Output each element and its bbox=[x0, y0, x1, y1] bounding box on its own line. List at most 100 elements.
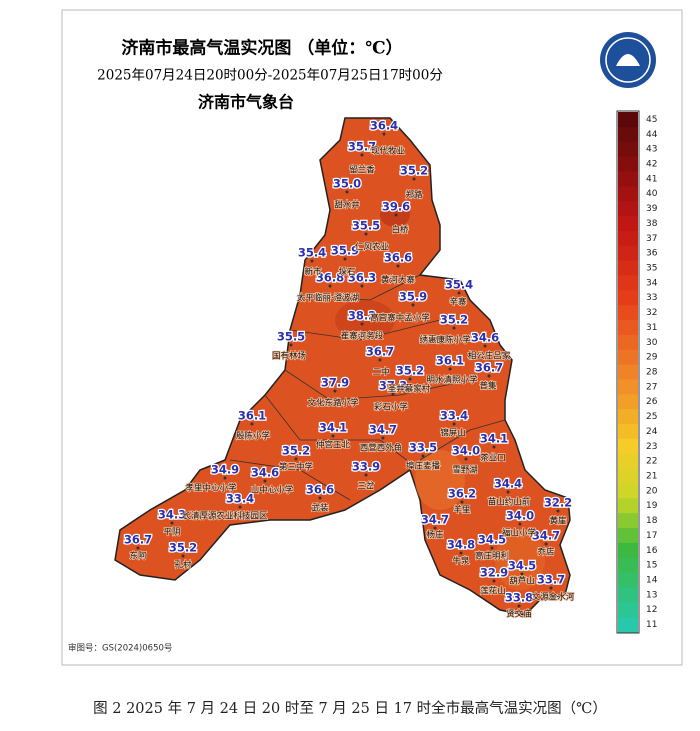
station-dot bbox=[391, 392, 395, 396]
legend-cell bbox=[618, 245, 638, 262]
temperature-label: 32.9 bbox=[480, 566, 508, 580]
legend-cell bbox=[618, 201, 638, 217]
legend-tick-label: 24 bbox=[646, 427, 658, 437]
legend-cell bbox=[618, 438, 638, 455]
place-label: 文化东路小学 bbox=[307, 398, 359, 409]
temperature-label: 34.6 bbox=[251, 466, 279, 480]
temperature-label: 34.4 bbox=[494, 477, 522, 491]
place-label: 高庄明利 bbox=[475, 551, 509, 562]
legend-cell bbox=[618, 260, 638, 276]
temperature-label: 33.4 bbox=[226, 492, 254, 506]
station-dot bbox=[549, 586, 553, 590]
place-label: 辛寨 bbox=[449, 297, 467, 308]
temperature-label: 36.3 bbox=[348, 271, 376, 285]
station-dot bbox=[328, 284, 332, 288]
temperature-label: 35.2 bbox=[440, 313, 468, 327]
temperature-label: 34.5 bbox=[508, 559, 536, 573]
place-label: 福山小学 bbox=[502, 528, 537, 539]
legend-cell bbox=[618, 305, 638, 321]
station-dot bbox=[382, 132, 386, 136]
station-dot bbox=[223, 476, 227, 480]
place-label: 彩石小学 bbox=[374, 402, 409, 413]
place-label: 黄崖 bbox=[549, 516, 567, 527]
place-label: 茶业口 bbox=[480, 453, 506, 464]
station-dot bbox=[448, 367, 452, 371]
legend-cell bbox=[618, 572, 638, 588]
legend-cell bbox=[618, 468, 638, 484]
place-label: 第三中学 bbox=[279, 462, 314, 473]
station-dot bbox=[394, 213, 398, 217]
legend-tick-label: 18 bbox=[646, 516, 658, 526]
station-dot bbox=[238, 505, 242, 509]
legend-tick-label: 16 bbox=[646, 546, 658, 556]
station-dot bbox=[289, 343, 293, 347]
place-label: 羊里 bbox=[453, 505, 471, 516]
station-dot bbox=[263, 479, 267, 483]
place-label: 雪野湖 bbox=[452, 466, 478, 476]
legend-border bbox=[616, 110, 640, 634]
legend-tick-label: 17 bbox=[646, 531, 657, 541]
legend-cell bbox=[618, 528, 638, 544]
legend-cell bbox=[618, 557, 638, 574]
place-label: 白桥 bbox=[391, 225, 409, 236]
temperature-label: 36.1 bbox=[238, 409, 266, 423]
place-label: 贤文庙 bbox=[506, 609, 532, 620]
color-legend: 45 44 43 42 41 40 39 38 37 36 35 34 33 32 31 30 29 28 27 26… bbox=[616, 110, 658, 634]
station-dot bbox=[464, 457, 468, 461]
legend-tick-label: 43 bbox=[646, 145, 657, 155]
map-subtitle: 2025年07月24日20时00分-2025年07月25日17时00分 bbox=[97, 68, 443, 84]
station-dot bbox=[412, 177, 416, 181]
station-dot bbox=[408, 377, 412, 381]
station-dot bbox=[520, 572, 524, 576]
place-label: 西营西外角 bbox=[360, 443, 403, 454]
legend-tick-label: 36 bbox=[646, 249, 658, 259]
legend-tick-label: 22 bbox=[646, 457, 657, 467]
temperature-label: 37.9 bbox=[321, 376, 349, 390]
temperature-label: 35.9 bbox=[331, 244, 359, 258]
legend-cell bbox=[618, 290, 638, 306]
temperature-label: 35.2 bbox=[282, 444, 310, 458]
legend-cell bbox=[618, 587, 638, 603]
temperature-label: 35.4 bbox=[298, 246, 326, 260]
legend-cell bbox=[618, 542, 638, 559]
temperature-label: 35.5 bbox=[352, 219, 380, 233]
station-dot bbox=[136, 546, 140, 550]
legend-tick-label: 37 bbox=[646, 234, 657, 244]
place-label: 杨庄 bbox=[426, 530, 444, 541]
station-dot bbox=[452, 326, 456, 330]
legend-cell bbox=[618, 112, 638, 128]
place-label: 武装 bbox=[311, 503, 329, 514]
legend-tick-label: 26 bbox=[646, 397, 658, 407]
place-label: 新市 bbox=[304, 267, 322, 278]
legend-tick-label: 45 bbox=[646, 115, 657, 125]
station-dot bbox=[378, 358, 382, 362]
legend-tick-label: 21 bbox=[646, 472, 657, 482]
legend-cell bbox=[618, 216, 638, 232]
station-dot bbox=[360, 153, 364, 157]
place-label: 山中心小学 bbox=[251, 485, 294, 496]
station-dot bbox=[459, 551, 463, 555]
temperature-label: 33.5 bbox=[409, 441, 437, 455]
place-label: 现代牧业 bbox=[371, 146, 405, 157]
station-dot bbox=[310, 259, 314, 263]
legend-cell bbox=[618, 483, 638, 499]
place-label: 相公庄吕家 bbox=[468, 351, 511, 362]
place-label: 苗山约山前 bbox=[488, 497, 531, 508]
temperature-label: 34.9 bbox=[211, 463, 239, 477]
station-dot bbox=[518, 522, 522, 526]
temperature-label: 35.7 bbox=[348, 140, 376, 154]
place-label: 崔寨河务段 bbox=[341, 331, 384, 342]
temperature-label: 34.0 bbox=[452, 444, 480, 458]
temperature-label: 33.7 bbox=[537, 573, 565, 587]
place-label: 锦屏山 bbox=[440, 428, 466, 439]
temperature-label: 34.1 bbox=[319, 421, 347, 435]
legend-cell bbox=[618, 156, 638, 172]
legend-tick-label: 39 bbox=[646, 204, 658, 214]
place-label: 三岔 bbox=[357, 481, 375, 492]
approval-number: 审图号：GS(2024)0650号 bbox=[68, 643, 172, 654]
legend-tick-label: 35 bbox=[646, 264, 657, 274]
temperature-label: 36.4 bbox=[370, 119, 398, 133]
